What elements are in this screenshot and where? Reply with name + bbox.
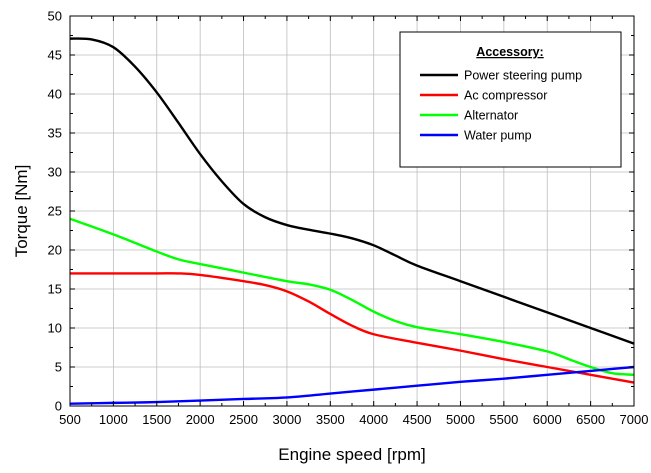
- series-lines: [69, 37, 635, 405]
- y-tick-label: 50: [48, 9, 62, 24]
- tick-labels: 500 1000 1500 2000 2500 3000 3500 4000 4500 5000 5…: [48, 9, 649, 428]
- x-tick-label: 2500: [229, 412, 258, 427]
- x-tick-label: 6500: [576, 412, 605, 427]
- x-axis-title: Engine speed [rpm]: [278, 445, 425, 464]
- series-line-water-pump: [69, 365, 635, 405]
- y-tick-label: 15: [48, 282, 62, 297]
- y-axis-title: Torque [Nm]: [12, 165, 31, 258]
- x-tick-label: 5000: [446, 412, 475, 427]
- x-tick-label: 5500: [489, 412, 518, 427]
- legend-label-power-steering-pump: Power steering pump: [464, 69, 582, 83]
- x-tick-label: 4000: [359, 412, 388, 427]
- series-line-alternator: [69, 217, 635, 376]
- axis-ticks: [69, 15, 635, 407]
- x-tick-label: 3500: [316, 412, 345, 427]
- y-tick-label: 20: [48, 243, 62, 258]
- legend-label-alternator: Alternator: [464, 109, 518, 123]
- y-tick-label: 0: [55, 399, 62, 414]
- series-line-ac-compressor: [69, 272, 635, 384]
- x-tick-label: 3000: [272, 412, 301, 427]
- y-tick-label: 10: [48, 321, 62, 336]
- y-tick-label: 5: [55, 360, 62, 375]
- legend-items: Power steering pump Ac compressor Alternat…: [420, 69, 582, 143]
- x-tick-label: 4500: [403, 412, 432, 427]
- x-tick-label: 2000: [186, 412, 215, 427]
- y-tick-label: 40: [48, 87, 62, 102]
- y-tick-label: 45: [48, 48, 62, 63]
- x-tick-label: 1500: [142, 412, 171, 427]
- legend-label-ac-compressor: Ac compressor: [464, 89, 547, 103]
- x-tick-label: 500: [59, 412, 81, 427]
- legend-box: [399, 31, 622, 168]
- legend-title: Accessory:: [476, 45, 543, 59]
- x-tick-label: 1000: [99, 412, 128, 427]
- y-tick-label: 25: [48, 204, 62, 219]
- y-tick-label: 30: [48, 165, 62, 180]
- series-line-power-steering-pump: [69, 37, 635, 345]
- legend-label-water-pump: Water pump: [464, 129, 532, 143]
- x-tick-label: 6000: [533, 412, 562, 427]
- x-tick-label: 7000: [620, 412, 649, 427]
- legend: Accessory: Power steering pump Ac compres…: [399, 31, 622, 168]
- y-tick-label: 35: [48, 126, 62, 141]
